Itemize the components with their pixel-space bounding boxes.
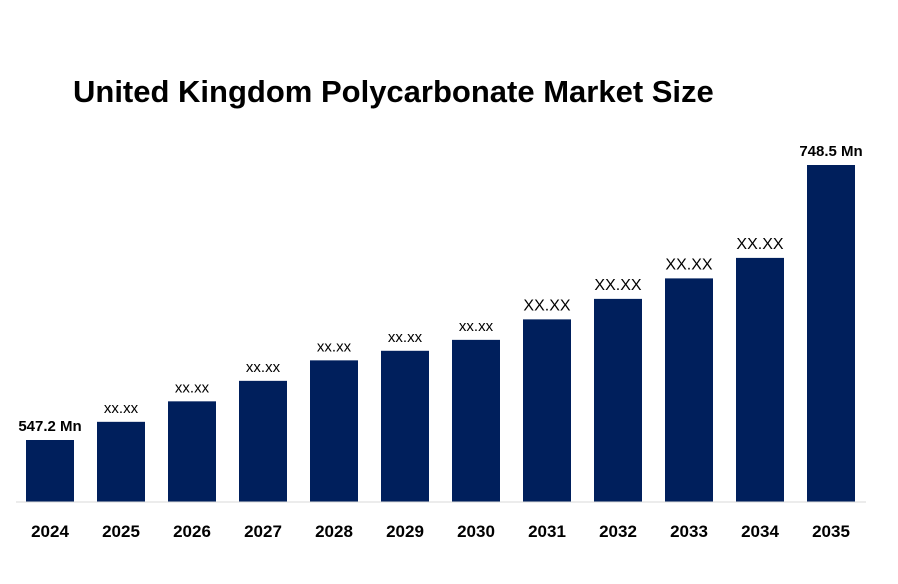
data-label-2025: xx.xx xyxy=(104,400,139,417)
x-tick-2032: 2032 xyxy=(599,522,637,541)
bar-2030 xyxy=(452,339,500,502)
data-labels-group: 547.2 Mn xx.xx xx.xx xx.xx xx.xx xx.xx xx.xx XX… xyxy=(18,143,862,435)
x-tick-2025: 2025 xyxy=(102,522,140,541)
data-label-2031: XX.XX xyxy=(523,297,570,314)
x-tick-2033: 2033 xyxy=(670,522,708,541)
bar-2025 xyxy=(97,421,145,502)
bar-2026 xyxy=(168,401,216,502)
bar-2029 xyxy=(381,350,429,502)
bar-2032 xyxy=(594,298,642,502)
data-label-2028: xx.xx xyxy=(317,338,352,355)
x-tick-2027: 2027 xyxy=(244,522,282,541)
bar-2024 xyxy=(26,440,74,502)
data-label-2027: xx.xx xyxy=(246,359,281,376)
x-tick-2034: 2034 xyxy=(741,522,779,541)
data-label-2032: XX.XX xyxy=(594,277,641,294)
x-tick-2030: 2030 xyxy=(457,522,495,541)
chart-title: United Kingdom Polycarbonate Market Size xyxy=(73,74,714,109)
data-label-2033: XX.XX xyxy=(665,256,712,273)
bars-group xyxy=(26,165,855,502)
data-label-2035: 748.5 Mn xyxy=(799,143,862,160)
bar-2027 xyxy=(239,380,287,502)
data-label-2034: XX.XX xyxy=(736,236,783,253)
x-tick-2024: 2024 xyxy=(31,522,69,541)
x-tick-labels-group: 2024 2025 2026 2027 2028 2029 2030 2031 2032 2033… xyxy=(31,522,850,541)
data-label-2026: xx.xx xyxy=(175,379,210,396)
x-tick-2031: 2031 xyxy=(528,522,566,541)
bar-2033 xyxy=(665,278,713,502)
x-tick-2035: 2035 xyxy=(812,522,850,541)
x-tick-2029: 2029 xyxy=(386,522,424,541)
x-tick-2026: 2026 xyxy=(173,522,211,541)
x-tick-2028: 2028 xyxy=(315,522,353,541)
bar-2035 xyxy=(807,165,855,502)
bar-2034 xyxy=(736,257,784,502)
data-label-2029: xx.xx xyxy=(388,329,423,346)
data-label-2030: xx.xx xyxy=(459,318,494,335)
bar-2028 xyxy=(310,360,358,502)
data-label-2024: 547.2 Mn xyxy=(18,418,81,435)
bar-2031 xyxy=(523,319,571,502)
